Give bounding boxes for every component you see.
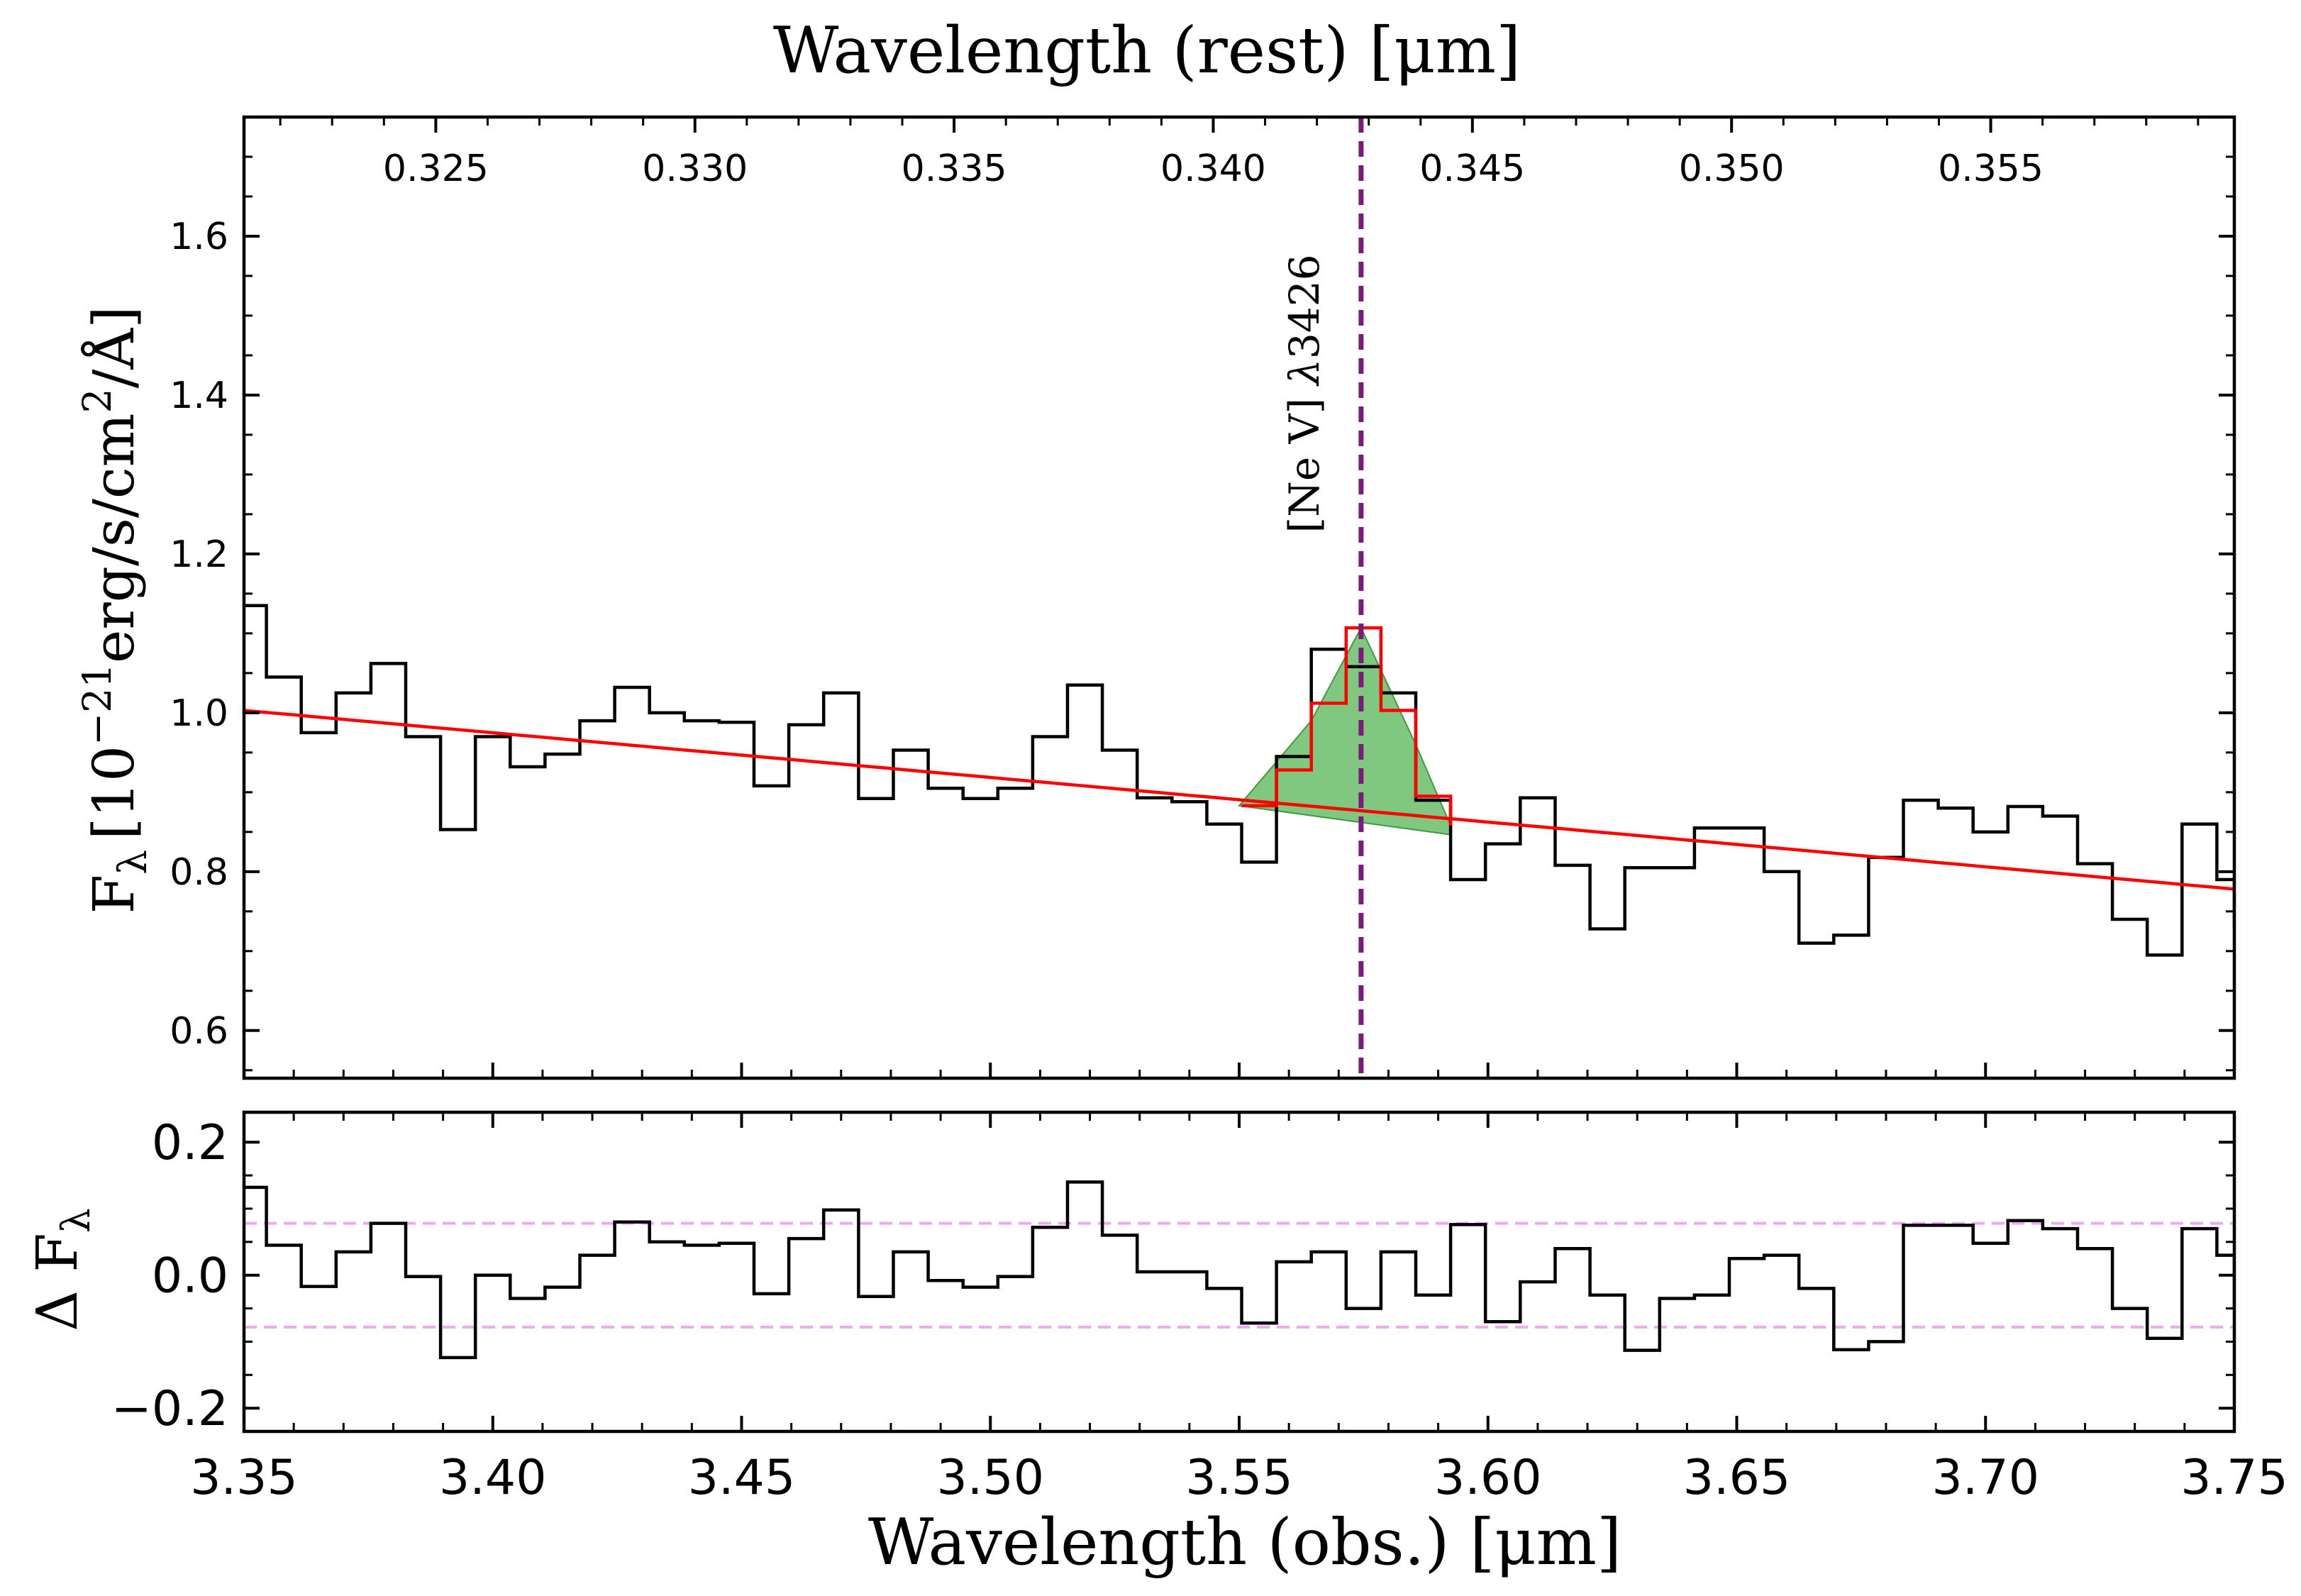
residual-y-tick-label: 0.0 — [152, 1248, 228, 1304]
x-tick-label: 3.40 — [439, 1450, 546, 1506]
residual-plot-area — [244, 1180, 2234, 1360]
main-y-tick-label: 0.8 — [170, 851, 228, 894]
main-y-tick-label: 0.6 — [170, 1010, 228, 1053]
x-tick-label: 3.55 — [1185, 1450, 1292, 1506]
top-axis-label: Wavelength (rest) [μm] — [773, 13, 1521, 88]
ne-v-marker-label: [Ne V] λ3426 — [1280, 254, 1329, 533]
x-tick-label: 3.65 — [1683, 1450, 1790, 1506]
top-x-tick-label: 0.330 — [642, 148, 748, 190]
main-panel: [Ne V] λ3426 0.6 0.8 1.0 1.2 1.4 1.6 0.325 0.330 0… — [170, 115, 2236, 1080]
y-label-lambda: λ — [110, 850, 155, 875]
y-label-unit-c: /Å] — [80, 306, 147, 389]
ne-v-label-lambda: λ — [1280, 359, 1329, 387]
y-label-unit-b: erg/s/cm — [81, 414, 147, 663]
x-tick-label: 3.35 — [190, 1450, 297, 1506]
ne-v-label-ion: [Ne V] — [1280, 398, 1329, 533]
main-y-axis-label: Fλ [10−21erg/s/cm2/Å] — [74, 306, 155, 914]
main-y-tick-label: 1.0 — [170, 692, 228, 735]
residual-y-label-delta-f: Δ F — [24, 1233, 90, 1331]
x-tick-label: 3.45 — [688, 1450, 795, 1506]
main-y-tick-label: 1.6 — [170, 216, 228, 258]
main-y-tick-label: 1.4 — [170, 375, 228, 417]
residual-y-tick-label: −0.2 — [111, 1381, 228, 1437]
residual-y-axis-label: Δ Fλ — [24, 1208, 99, 1331]
observed-spectrum-line — [244, 604, 2234, 957]
x-tick-label: 3.70 — [1932, 1450, 2039, 1506]
x-tick-label: 3.75 — [2180, 1450, 2288, 1506]
model-line-fit — [1241, 626, 1453, 826]
top-x-tick-label: 0.325 — [383, 148, 489, 190]
top-x-tick-label: 0.355 — [1938, 148, 2044, 190]
x-tick-label: 3.60 — [1434, 1450, 1541, 1506]
top-x-tick-label: 0.340 — [1160, 148, 1266, 190]
main-y-tick-label: 1.2 — [170, 533, 228, 576]
x-tick-label: 3.50 — [937, 1450, 1044, 1506]
y-label-unit-a: [10 — [81, 746, 147, 840]
top-x-tick-label: 0.345 — [1419, 148, 1525, 190]
ne-v-label-number: 3426 — [1280, 254, 1329, 359]
residual-y-tick-label: 0.2 — [152, 1115, 228, 1171]
y-label-f: F — [81, 875, 147, 914]
residual-panel: −0.2 0.0 0.2 3.35 3.40 3.45 3.50 3.55 3.60 3.65 3.… — [111, 1110, 2288, 1506]
top-x-tick-label: 0.335 — [902, 148, 1007, 190]
residual-line — [244, 1180, 2234, 1360]
main-plot-area — [244, 604, 2234, 957]
model-continuum-line — [244, 709, 2234, 891]
y-label-exp1: −21 — [74, 663, 120, 746]
residual-y-label-lambda: λ — [53, 1208, 99, 1233]
top-x-tick-label: 0.350 — [1679, 148, 1785, 190]
x-axis-label: Wavelength (obs.) [μm] — [868, 1505, 1621, 1580]
y-label-exp2: 2 — [74, 389, 120, 414]
